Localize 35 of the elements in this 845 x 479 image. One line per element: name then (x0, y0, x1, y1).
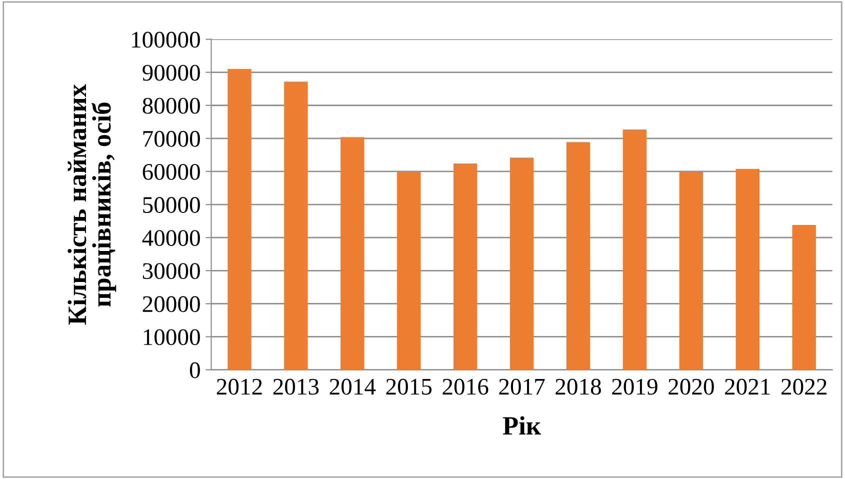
bar (397, 171, 421, 370)
y-tick-label: 0 (190, 362, 200, 378)
bar (736, 168, 760, 370)
y-tick-label: 80000 (142, 98, 200, 114)
x-tick-label: 2018 (556, 378, 601, 395)
x-tick-label: 2014 (330, 378, 376, 395)
x-tick-label: 2016 (442, 378, 488, 395)
y-tick-label: 10000 (144, 329, 200, 346)
y-tick-label: 40000 (142, 230, 200, 246)
y-tick-label: 20000 (142, 296, 200, 312)
x-tick-label: 2013 (273, 378, 319, 395)
bar (622, 130, 647, 370)
bar (679, 171, 704, 370)
y-tick-label: 60000 (142, 164, 200, 180)
y-tick-label: 30000 (142, 263, 200, 280)
bar (566, 142, 590, 370)
bar (792, 225, 816, 370)
x-tick-label: 2015 (386, 378, 432, 395)
x-axis-title: Рік (502, 416, 542, 435)
y-tick-label: 50000 (143, 197, 200, 213)
bar (228, 69, 252, 370)
y-tick-label: 90000 (142, 64, 200, 81)
x-tick-label: 2012 (216, 378, 262, 395)
x-tick-label: 2019 (612, 378, 658, 395)
x-tick-label: 2022 (782, 378, 826, 395)
x-tick-label: 2020 (668, 378, 714, 395)
x-tick-label: 2021 (725, 378, 770, 395)
bar (453, 164, 478, 370)
x-tick-label: 2017 (499, 378, 545, 395)
y-tick-label: 70000 (143, 130, 200, 147)
y-tick-label: 100000 (132, 32, 200, 48)
bar (510, 158, 534, 370)
bar (284, 82, 308, 370)
bar (340, 137, 364, 370)
y-axis-title: Кількість найманих працівників, осіб (68, 84, 116, 325)
